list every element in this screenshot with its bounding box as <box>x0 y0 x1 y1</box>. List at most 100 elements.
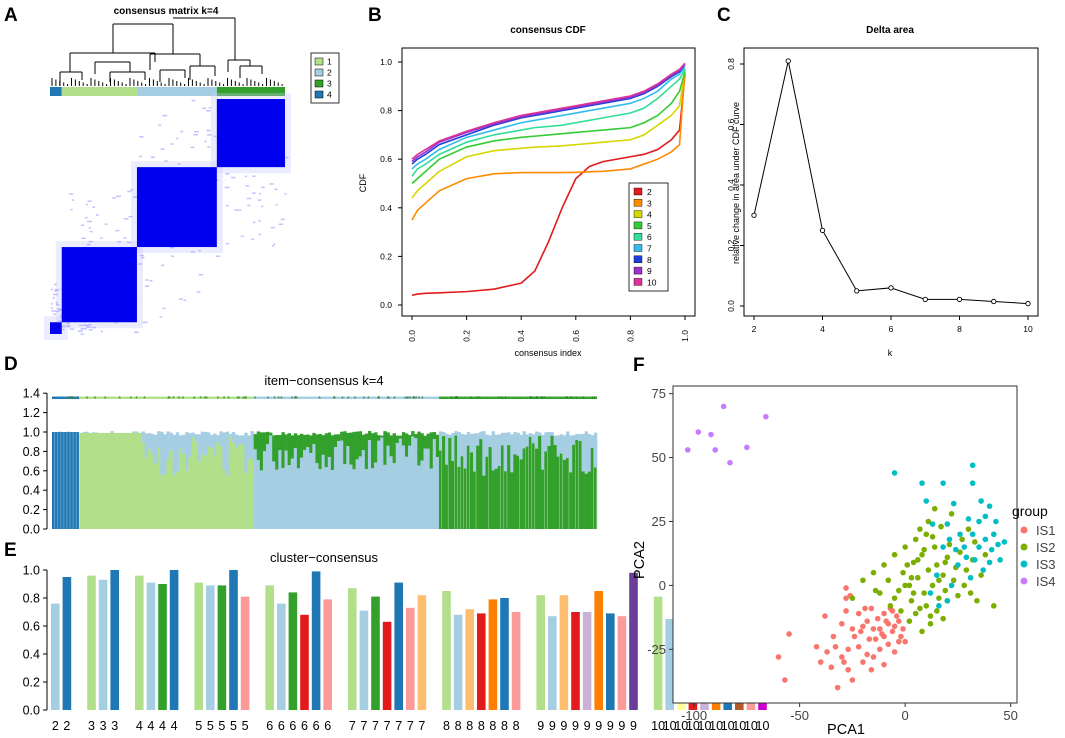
assignment-strip <box>581 396 585 400</box>
cluster-consensus-bar-k7 <box>417 595 427 710</box>
y-tick-label: 0.6 <box>23 620 40 634</box>
scatter-point-is2 <box>940 615 946 622</box>
assignment-strip <box>104 396 108 400</box>
matrix-speckle <box>252 175 256 177</box>
stacked-bar-other <box>389 435 393 457</box>
matrix-speckle <box>160 148 165 150</box>
x-tick-label: 1.0 <box>680 330 690 342</box>
delta-area-point <box>1025 300 1031 307</box>
scatter-point-is4 <box>695 429 702 435</box>
matrix-speckle <box>198 249 201 252</box>
y-tick-label: 0.4 <box>23 484 40 498</box>
scatter-point-is1 <box>828 664 835 671</box>
stacked-bar-main <box>426 448 430 529</box>
stacked-bar-main <box>141 443 145 529</box>
assignment-strip <box>442 396 446 400</box>
star-marker: * <box>582 396 585 403</box>
cluster-consensus-bar-k8 <box>453 614 463 710</box>
stacked-bar-other <box>408 434 412 446</box>
star-marker: * <box>118 396 121 403</box>
assignment-strip <box>188 396 192 400</box>
stacked-bar-main <box>144 458 149 529</box>
assignment-strip <box>408 396 412 400</box>
assignment-strip <box>343 396 347 400</box>
scatter-point-is1 <box>883 618 889 624</box>
stacked-bar-other <box>144 433 149 459</box>
star-marker: * <box>536 396 539 403</box>
stacked-bar-other <box>256 431 261 461</box>
assignment-strip <box>315 396 319 400</box>
cdf-line-k6 <box>411 68 686 177</box>
cluster-consensus-bar-k6 <box>323 599 332 710</box>
matrix-speckle <box>273 243 276 246</box>
matrix-speckle <box>206 129 211 132</box>
assignment-strip <box>250 396 254 400</box>
stacked-bar-main <box>55 432 59 529</box>
assignment-strip <box>287 396 291 400</box>
stacked-bar-main <box>58 432 62 529</box>
stacked-bar-other <box>488 435 492 448</box>
y-tick-label: 0.2 <box>23 503 40 517</box>
stacked-bar-other <box>281 432 285 469</box>
scatter-point-is3 <box>936 603 942 609</box>
scatter-point-is2 <box>923 531 930 538</box>
assignment-strip <box>259 396 263 400</box>
scatter-point-is1 <box>817 659 824 665</box>
assignment-strip <box>504 396 508 400</box>
scatter-point-is2 <box>942 559 949 566</box>
star-marker: * <box>318 396 321 403</box>
assignment-strip <box>466 396 470 400</box>
cdf-line-k7 <box>411 66 686 170</box>
scatter-point-is2 <box>902 544 908 550</box>
assignment-strip <box>185 396 189 400</box>
matrix-speckle <box>225 173 230 175</box>
scatter-point-is1 <box>877 646 883 653</box>
stacked-bar-main <box>411 436 415 529</box>
assignment-strip <box>355 396 359 400</box>
y-tick-label: 0.8 <box>23 445 40 459</box>
assignment-strip <box>166 396 170 400</box>
matrix-speckle <box>88 240 93 243</box>
stacked-bar-other <box>82 432 86 433</box>
assignment-strip <box>562 396 567 400</box>
scatter-point-is3 <box>997 557 1003 563</box>
cluster-consensus-bar-k7 <box>359 610 369 710</box>
stacked-bar-main <box>293 448 298 529</box>
stacked-bar-main <box>272 461 276 529</box>
assignment-strip <box>584 396 588 400</box>
stacked-bar-main <box>79 432 83 529</box>
stacked-bar-main <box>367 440 372 529</box>
x-tick-label: 8 <box>489 719 496 733</box>
x-tick-label: 10 <box>674 719 688 733</box>
stacked-bar-main <box>454 435 458 529</box>
stacked-bar-main <box>213 455 217 529</box>
stacked-bar-main <box>116 432 121 529</box>
legend-key-is1 <box>1020 526 1028 534</box>
assignment-strip <box>182 396 186 400</box>
stacked-bar-other <box>531 434 536 444</box>
stacked-bar-main <box>219 446 223 529</box>
stacked-bar-main <box>516 455 520 529</box>
x-tick-label: 8 <box>501 719 508 733</box>
matrix-speckle <box>190 146 195 149</box>
matrix-speckle <box>88 227 92 229</box>
star-marker: * <box>388 396 391 403</box>
stacked-bar-other <box>476 433 480 446</box>
cluster-consensus-bar-k9 <box>629 572 638 710</box>
matrix-speckle <box>133 196 138 198</box>
scatter-point-is2 <box>963 567 970 573</box>
stacked-bar-main <box>125 432 130 529</box>
matrix-speckle <box>130 188 134 191</box>
stacked-bar-main <box>150 454 155 529</box>
y-tick-label: -25 <box>647 642 666 657</box>
star-marker: * <box>528 396 531 403</box>
matrix-speckle <box>50 303 53 305</box>
stacked-bar-other <box>398 435 403 439</box>
assignment-strip <box>200 396 204 400</box>
stacked-bar-main <box>408 445 412 529</box>
assignment-strip <box>296 396 300 400</box>
matrix-speckle <box>54 290 58 292</box>
matrix-speckle <box>138 263 143 265</box>
assignment-strip <box>324 396 328 400</box>
assignment-strip <box>553 396 557 400</box>
